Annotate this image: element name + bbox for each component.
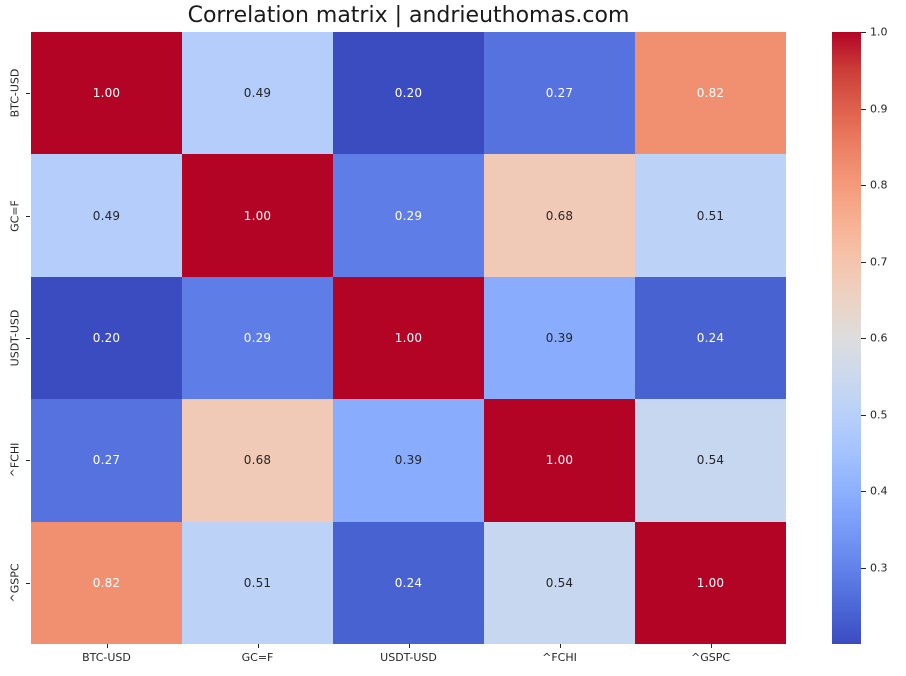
y-tick-label-GC=F: GC=F bbox=[8, 199, 22, 232]
cell-value: 0.20 bbox=[92, 330, 121, 345]
heatmap-cell-r0c1: 0.49 bbox=[182, 32, 333, 155]
heatmap-cell-r1c0: 0.49 bbox=[31, 154, 182, 277]
cell-value: 0.49 bbox=[92, 208, 121, 223]
heatmap-cell-r2c2: 1.00 bbox=[333, 276, 484, 400]
cell-value: 0.39 bbox=[394, 453, 423, 468]
y-tick-mark bbox=[26, 460, 30, 462]
heatmap-cell-r2c3: 0.39 bbox=[484, 276, 635, 400]
cell-value: 0.24 bbox=[394, 575, 423, 590]
y-tick-label-BTC-USD: BTC-USD bbox=[8, 68, 22, 118]
cell-value: 0.49 bbox=[243, 86, 272, 101]
colorbar-tick-label: 0.6 bbox=[870, 331, 888, 345]
y-tick-label-USDT-USD: USDT-USD bbox=[8, 309, 22, 367]
y-tick-label-^GSPC: ^GSPC bbox=[8, 563, 22, 603]
heatmap-cell-r3c1: 0.68 bbox=[182, 399, 333, 522]
heatmap-cell-r0c2: 0.20 bbox=[333, 32, 484, 155]
heatmap-cell-r4c0: 0.82 bbox=[31, 521, 182, 644]
heatmap-cell-r3c4: 0.54 bbox=[635, 399, 786, 522]
colorbar-tick-label: 0.4 bbox=[870, 484, 888, 498]
cell-value: 1.00 bbox=[394, 330, 423, 345]
cell-value: 0.29 bbox=[394, 208, 423, 223]
cell-value: 1.00 bbox=[92, 86, 121, 101]
y-tick-mark bbox=[26, 582, 30, 584]
heatmap-cell-r4c2: 0.24 bbox=[333, 521, 484, 644]
cell-value: 1.00 bbox=[243, 208, 272, 223]
cell-value: 0.82 bbox=[92, 575, 121, 590]
cell-value: 0.54 bbox=[696, 453, 725, 468]
cell-value: 0.82 bbox=[696, 86, 725, 101]
colorbar-tick-label: 0.7 bbox=[870, 255, 888, 268]
cell-value: 0.29 bbox=[243, 330, 272, 345]
x-tick-label-USDT-USD: USDT-USD bbox=[380, 651, 437, 664]
colorbar-tick-label: 1.0 bbox=[870, 25, 888, 39]
colorbar-tick-mark bbox=[861, 414, 866, 416]
heatmap-axes: 1.00 0.49 0.20 0.27 0.82 0.49 1.00 0.29 0.68 0.51… bbox=[31, 32, 786, 644]
heatmap-cell-r4c1: 0.51 bbox=[182, 521, 333, 644]
x-tick-mark bbox=[257, 644, 259, 648]
x-tick-label-GC=F: GC=F bbox=[241, 651, 274, 664]
cell-value: 0.27 bbox=[545, 86, 574, 101]
colorbar-tick-mark bbox=[861, 32, 866, 33]
x-tick-label-BTC-USD: BTC-USD bbox=[82, 651, 131, 664]
colorbar-tick-label: 0.8 bbox=[870, 178, 888, 192]
heatmap-cell-r0c4: 0.82 bbox=[635, 32, 786, 155]
heatmap-cell-r0c0: 1.00 bbox=[31, 32, 182, 155]
x-tick-mark bbox=[559, 644, 561, 648]
x-tick-mark bbox=[106, 644, 108, 648]
colorbar-tick-mark bbox=[861, 185, 866, 186]
cell-value: 0.68 bbox=[243, 453, 272, 468]
heatmap-cell-r4c3: 0.54 bbox=[484, 521, 635, 644]
heatmap-cell-r1c3: 0.68 bbox=[484, 154, 635, 277]
x-tick-mark bbox=[710, 644, 712, 648]
chart-title: Correlation matrix | andrieuthomas.com bbox=[187, 3, 630, 28]
cell-value: 0.54 bbox=[545, 575, 574, 590]
cell-value: 0.20 bbox=[394, 86, 423, 101]
colorbar-tick-mark bbox=[861, 567, 866, 569]
cell-value: 0.27 bbox=[92, 453, 121, 468]
heatmap-cell-r2c0: 0.20 bbox=[31, 276, 182, 400]
heatmap-cell-r0c3: 0.27 bbox=[484, 32, 635, 155]
colorbar-tick-label: 0.5 bbox=[870, 408, 888, 421]
x-tick-label-^FCHI: ^FCHI bbox=[542, 651, 577, 664]
cell-value: 1.00 bbox=[545, 453, 574, 468]
cell-value: 0.51 bbox=[696, 208, 725, 223]
y-tick-mark bbox=[26, 215, 30, 217]
colorbar-tick-label: 0.9 bbox=[870, 102, 888, 115]
cell-value: 0.24 bbox=[696, 330, 725, 345]
heatmap-cell-r2c1: 0.29 bbox=[182, 276, 333, 400]
heatmap-cell-r3c3: 1.00 bbox=[484, 399, 635, 522]
colorbar-tick-mark bbox=[861, 261, 866, 263]
colorbar-tick-mark bbox=[861, 491, 866, 492]
heatmap-cell-r4c4: 1.00 bbox=[635, 521, 786, 644]
colorbar-tick-mark bbox=[861, 108, 866, 110]
heatmap-cell-r2c4: 0.24 bbox=[635, 276, 786, 400]
heatmap-cell-r1c4: 0.51 bbox=[635, 154, 786, 277]
cell-value: 0.39 bbox=[545, 330, 574, 345]
x-tick-label-^GSPC: ^GSPC bbox=[690, 651, 731, 664]
x-tick-mark bbox=[408, 644, 410, 648]
heatmap-cell-r1c1: 1.00 bbox=[182, 154, 333, 277]
colorbar-tick-label: 0.3 bbox=[870, 561, 888, 574]
y-tick-label-^FCHI: ^FCHI bbox=[8, 443, 22, 478]
colorbar-tick-mark bbox=[861, 338, 866, 339]
heatmap-cell-r1c2: 0.29 bbox=[333, 154, 484, 277]
colorbar-gradient bbox=[832, 32, 861, 644]
heatmap-cell-r3c2: 0.39 bbox=[333, 399, 484, 522]
cell-value: 0.68 bbox=[545, 208, 574, 223]
cell-value: 1.00 bbox=[696, 575, 725, 590]
heatmap-cell-r3c0: 0.27 bbox=[31, 399, 182, 522]
y-tick-mark bbox=[26, 93, 30, 95]
y-tick-mark bbox=[26, 338, 30, 339]
cell-value: 0.51 bbox=[243, 575, 272, 590]
